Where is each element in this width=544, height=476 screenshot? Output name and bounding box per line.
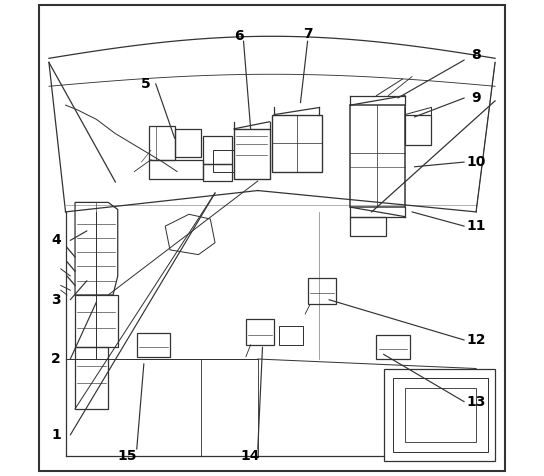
Text: 15: 15 bbox=[118, 449, 137, 463]
Text: 6: 6 bbox=[234, 30, 244, 43]
Text: 9: 9 bbox=[471, 91, 481, 105]
Text: 2: 2 bbox=[51, 352, 61, 366]
Text: 1: 1 bbox=[51, 428, 61, 442]
Text: 10: 10 bbox=[466, 155, 486, 169]
Text: 11: 11 bbox=[466, 219, 486, 233]
Text: 3: 3 bbox=[51, 293, 61, 307]
Text: 7: 7 bbox=[303, 27, 312, 41]
Text: 5: 5 bbox=[141, 77, 151, 91]
Text: 14: 14 bbox=[241, 449, 261, 463]
Text: 4: 4 bbox=[51, 233, 61, 248]
Text: 8: 8 bbox=[471, 48, 481, 62]
Text: 13: 13 bbox=[466, 395, 486, 409]
Text: 12: 12 bbox=[466, 333, 486, 347]
